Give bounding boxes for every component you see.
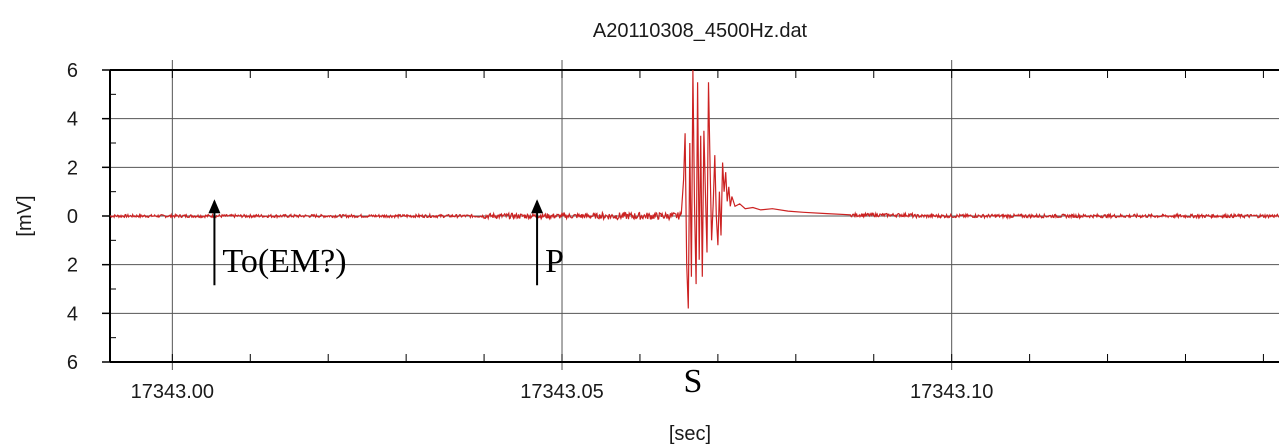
axis-ticks: 6 4 2 0 2 4 6 17343.00 17343.05 17343.10 — [67, 60, 1264, 403]
x-tick-label: 17343.00 — [131, 381, 214, 403]
y-tick-label: 2 — [67, 255, 78, 277]
annotations: To(EM?) P S — [208, 199, 702, 400]
signal-trace — [109, 69, 1279, 309]
x-tick-label: 17343.05 — [520, 381, 603, 403]
annotation-label: S — [683, 363, 702, 400]
annotation-arrow-head — [208, 199, 221, 214]
annotation-label: To(EM?) — [222, 243, 346, 280]
signal-line — [109, 69, 1279, 309]
y-tick-label: 4 — [67, 109, 78, 131]
y-tick-label: 6 — [67, 352, 78, 374]
chart-title: A20110308_4500Hz.dat — [593, 20, 808, 42]
annotation-label: P — [545, 243, 564, 280]
y-tick-label: 0 — [67, 206, 78, 228]
x-tick-label: 17343.10 — [910, 381, 993, 403]
y-axis-label: [mV] — [14, 195, 36, 236]
y-tick-label: 4 — [67, 303, 78, 325]
x-axis-label: [sec] — [669, 423, 711, 444]
y-tick-label: 6 — [67, 60, 78, 82]
y-tick-label: 2 — [67, 157, 78, 179]
annotation-arrow-head — [531, 199, 544, 214]
